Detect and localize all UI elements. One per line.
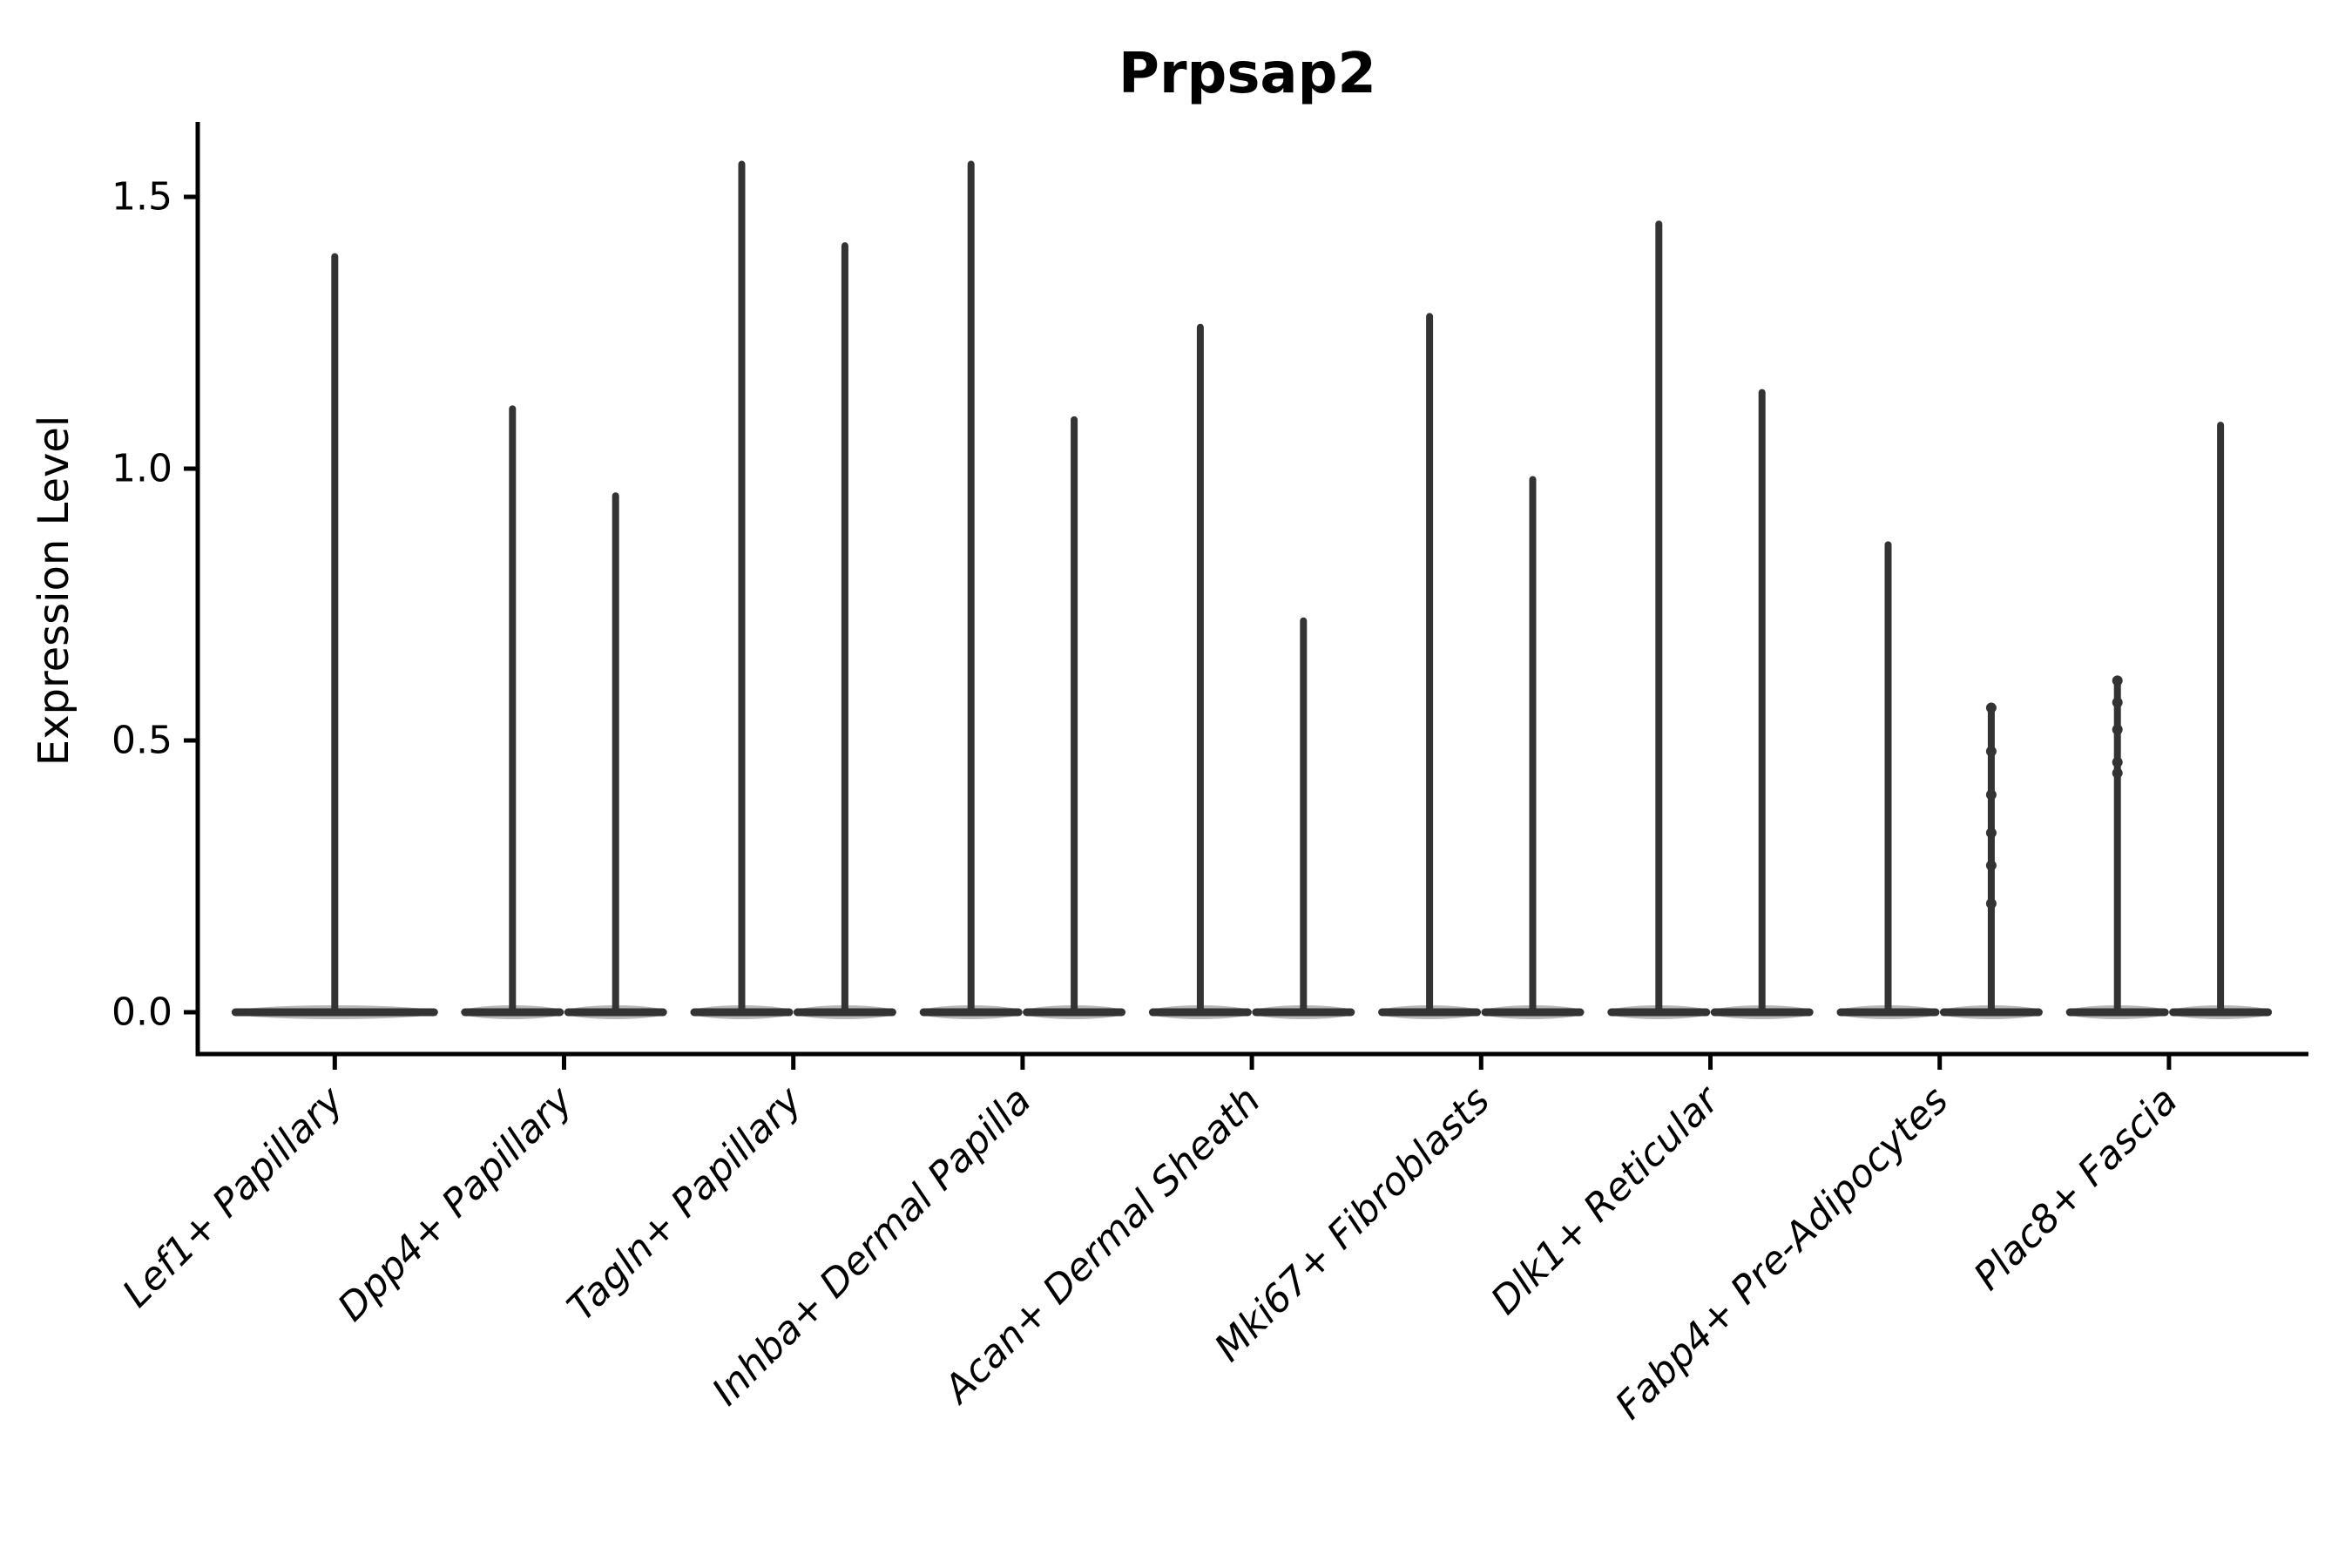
y-tick-label: 1.5 [112,175,172,220]
violin-category [1378,313,1585,1019]
violin-category [690,160,896,1019]
violin-point [1985,828,1997,839]
violin-point [2112,724,2123,735]
violin-point [1985,860,1997,871]
x-tick-label: Dlk1+ Reticular [1483,1077,1729,1323]
violin-point [1985,702,1997,713]
violin-point [1985,746,1997,757]
violin-category [1607,220,1814,1019]
x-tick-label: Dpp4+ Papillary [329,1078,582,1330]
violin-point [1985,898,1997,909]
violin-category [231,253,438,1019]
violin-category [1836,541,2043,1019]
violin-point [2112,675,2123,686]
violin-point [1985,789,1997,801]
violin-category [2065,422,2273,1019]
y-tick-label: 1.0 [112,447,172,491]
violin-category [461,405,667,1019]
x-tick-label: Lef1+ Papillary [114,1078,353,1316]
y-axis: 0.0 0.5 1.0 1.5 [112,122,200,1057]
y-tick-label: 0.5 [112,719,172,763]
plot-title: Prpsap2 [1119,42,1376,106]
violin-point [2112,767,2123,779]
y-axis-label: Expression Level [30,416,78,767]
violin-category [1148,323,1355,1019]
y-tick-label: 0.0 [112,990,172,1035]
violin-point [2112,697,2123,708]
violin-series [231,160,2273,1019]
violin-point [2112,756,2123,767]
x-tick-label: Plac8+ Fascia [1965,1078,2186,1299]
violin-category [919,160,1126,1019]
x-tick-label: Tagln+ Papillary [559,1078,811,1329]
